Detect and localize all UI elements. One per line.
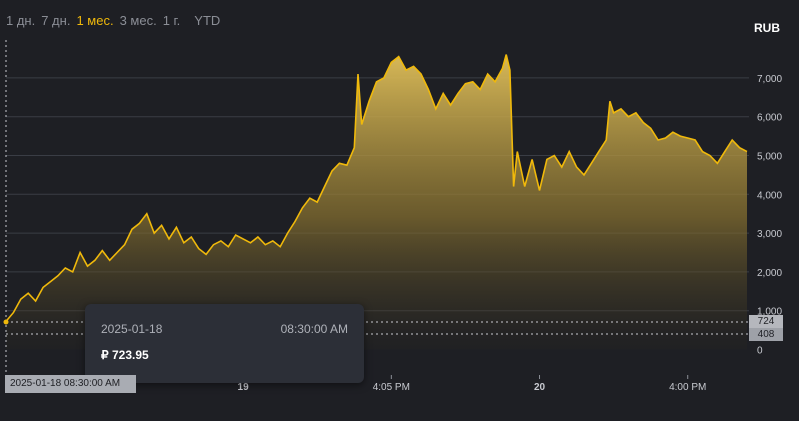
current-price-tag: 724 (749, 315, 783, 328)
y-tick-label: 0 (757, 346, 763, 357)
reference-price-tag: 408 (749, 328, 783, 341)
tab-1-month[interactable]: 1 мес. (76, 13, 114, 28)
tooltip-time: 08:30:00 AM (280, 322, 348, 336)
y-tick-label: 3,000 (757, 229, 782, 240)
tab-3-months[interactable]: 3 мес. (119, 13, 157, 28)
period-tabs: 1 дн. 7 дн. 1 мес. 3 мес. 1 г. YTD (6, 13, 220, 28)
tab-1-day[interactable]: 1 дн. (6, 13, 36, 28)
crosshair-dot (3, 319, 9, 325)
tooltip-date: 2025-01-18 (101, 322, 163, 336)
price-tooltip: 2025-01-18 08:30:00 AM ₽ 723.95 (85, 304, 364, 383)
tooltip-price: ₽ 723.95 (101, 348, 149, 362)
y-tick-label: 5,000 (757, 152, 782, 163)
tab-ytd[interactable]: YTD (194, 13, 221, 28)
price-area (6, 54, 747, 350)
y-tick-label: 1,000 (757, 307, 782, 318)
y-tick-label: 2,000 (757, 268, 782, 279)
x-tick-label: 4:00 PM (669, 382, 706, 393)
x-tick-label: 20 (534, 382, 546, 393)
y-tick-label: 7,000 (757, 74, 782, 85)
crosshair-time-label: 2025-01-18 08:30:00 AM (5, 375, 136, 393)
y-tick-label: 4,000 (757, 190, 782, 201)
y-axis: 0 1,000 2,000 3,000 4,000 5,000 6,000 7,000 (757, 74, 782, 357)
x-tick-label: 4:05 PM (373, 382, 410, 393)
y-tick-label: 6,000 (757, 113, 782, 124)
tab-1-year[interactable]: 1 г. (162, 13, 181, 28)
price-line (5, 54, 748, 322)
currency-label: RUB (754, 21, 780, 35)
x-tick-label: 19 (238, 382, 250, 393)
tab-7-days[interactable]: 7 дн. (41, 13, 71, 28)
